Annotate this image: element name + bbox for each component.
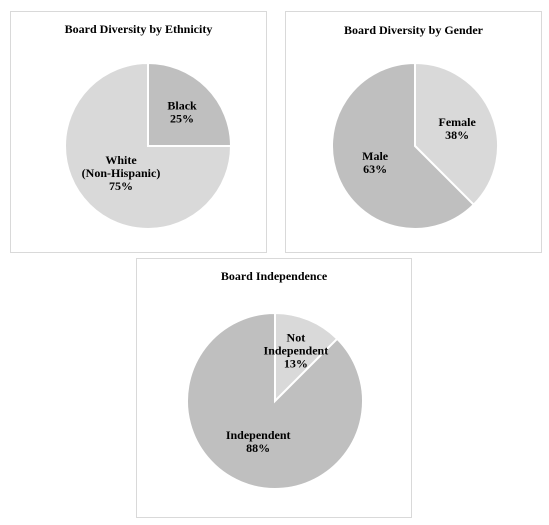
chart-title: Board Diversity by Ethnicity: [64, 22, 213, 36]
gender-chart-panel: Board Diversity by Gender Female 38% Male 6…: [285, 11, 542, 253]
data-label-female: Female 38%: [439, 115, 477, 142]
independence-pie-chart: Not Independent 13% Independent 88%: [186, 311, 364, 490]
ethnicity-pie-chart: Black 25% White (Non-Hispanic) 75%: [64, 61, 233, 230]
pie-slice-independent: [186, 311, 364, 490]
pie-slice-white-non-hispanic: [64, 61, 233, 230]
gender-pie-chart: Female 38% Male 63%: [331, 61, 499, 230]
independence-chart-panel: Board Independence Not Independent 13% Inde…: [136, 258, 412, 518]
ethnicity-chart-panel: Board Diversity by Ethnicity Black 25% Whi…: [10, 11, 267, 253]
pie-slice-not-independent: [274, 311, 339, 404]
pie-slice-black: [147, 61, 233, 147]
pie-slice-male: [331, 61, 476, 230]
data-label-black: Black 25%: [167, 98, 197, 125]
chart-title: Board Diversity by Gender: [344, 23, 483, 37]
data-label-white-non-hispanic: White (Non-Hispanic) 75%: [82, 153, 161, 193]
data-label-not-independent: Not Independent 13%: [264, 331, 329, 371]
pie-slice-female: [414, 61, 499, 207]
data-label-independent: Independent 88%: [226, 428, 291, 455]
data-label-male: Male 63%: [362, 149, 389, 176]
chart-title: Board Independence: [220, 269, 328, 283]
